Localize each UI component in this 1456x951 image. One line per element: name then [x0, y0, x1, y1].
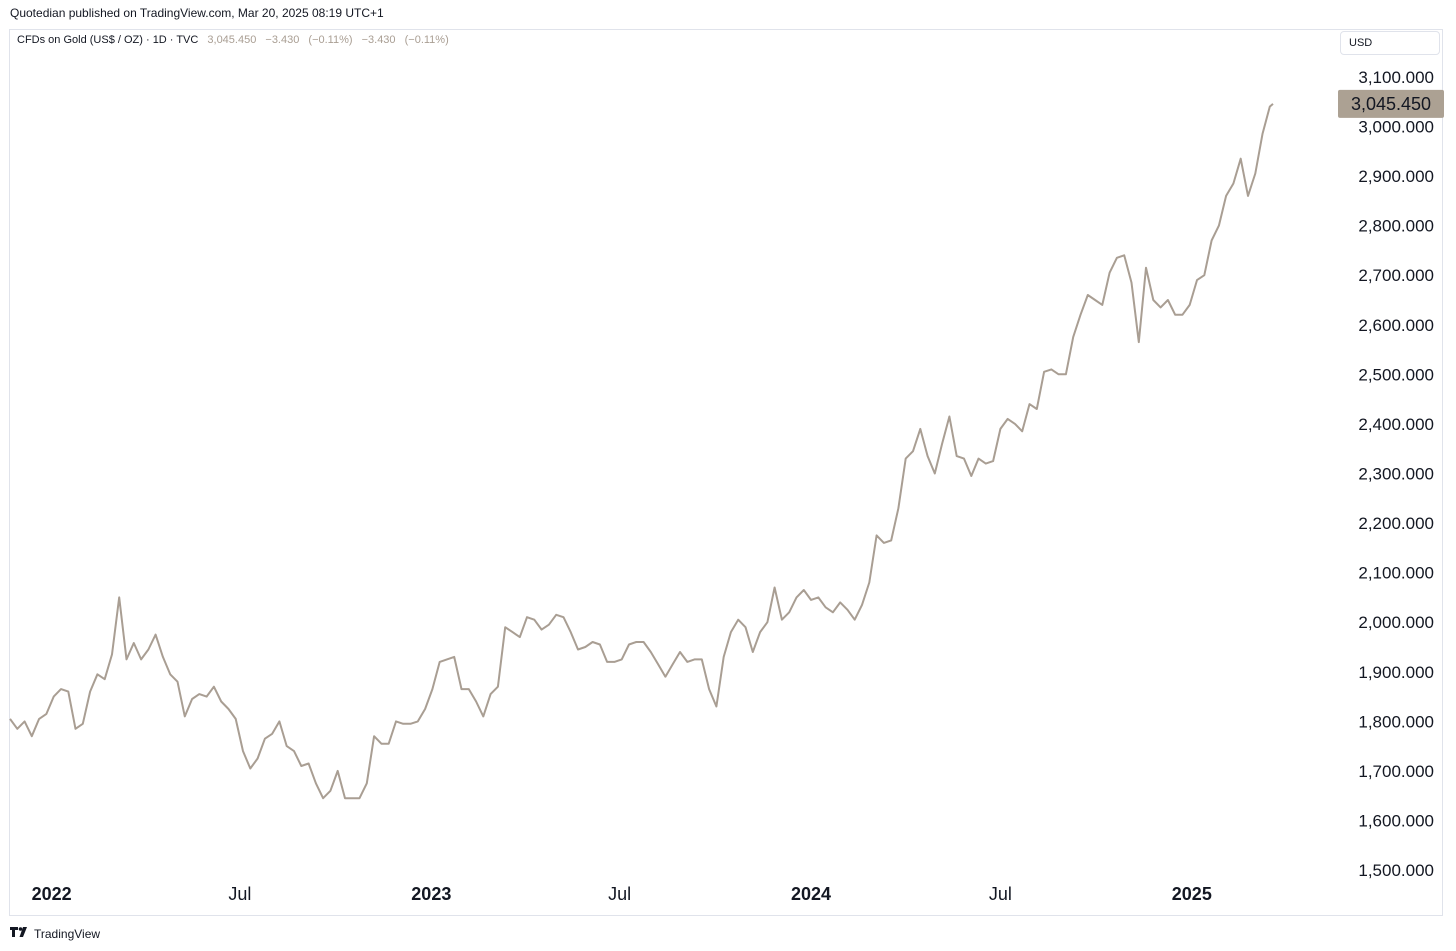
x-tick-label: Jul — [989, 884, 1012, 904]
y-tick-label: 2,000.000 — [1358, 613, 1434, 632]
x-tick-label: 2024 — [791, 884, 831, 904]
x-tick-label: 2022 — [32, 884, 72, 904]
price-series-line — [9, 103, 1274, 800]
symbol-legend: CFDs on Gold (US$ / OZ) · 1D · TVC 3,045… — [17, 34, 449, 46]
y-tick-label: 2,300.000 — [1358, 464, 1434, 483]
last-price-badge: 3,045.450 — [1338, 89, 1444, 118]
y-tick-label: 1,800.000 — [1358, 712, 1434, 731]
chart-frame — [9, 29, 1443, 916]
footer-brand: TradingView — [34, 926, 101, 941]
x-tick-label: Jul — [228, 884, 251, 904]
last-price: 3,045.450 — [207, 34, 257, 46]
price-change-secondary: −3.430 — [361, 34, 396, 46]
y-tick-label: 1,600.000 — [1358, 812, 1434, 831]
y-tick-label: 2,500.000 — [1358, 365, 1434, 384]
y-tick-label: 3,100.000 — [1358, 68, 1434, 87]
currency-selector[interactable]: USD — [1340, 31, 1440, 55]
y-tick-label: 2,400.000 — [1358, 415, 1434, 434]
footer-branding: TradingView — [10, 926, 100, 941]
y-tick-label: 2,700.000 — [1358, 266, 1434, 285]
x-axis: 2022 Jul 2023 Jul 2024 Jul 2025 — [32, 884, 1212, 904]
last-price-badge-bg — [1338, 89, 1444, 118]
price-change-secondary-pct: (−0.11%) — [404, 34, 449, 46]
y-tick-label: 2,200.000 — [1358, 514, 1434, 533]
x-tick-label: Jul — [608, 884, 631, 904]
y-tick-label: 2,100.000 — [1358, 564, 1434, 583]
y-axis: 1,500.000 1,600.000 1,700.000 1,800.000 1,90… — [1358, 68, 1434, 880]
price-change: −3.430 — [265, 34, 300, 46]
symbol-title: CFDs on Gold (US$ / OZ) · 1D · TVC — [17, 34, 199, 46]
y-tick-label: 1,700.000 — [1358, 762, 1434, 781]
last-price-badge-label: 3,045.450 — [1351, 94, 1431, 114]
y-tick-label: 2,600.000 — [1358, 316, 1434, 335]
y-tick-label: 1,900.000 — [1358, 663, 1434, 682]
y-tick-label: 1,500.000 — [1358, 861, 1434, 880]
y-tick-label: 2,800.000 — [1358, 217, 1434, 236]
price-change-pct: (−0.11%) — [308, 34, 353, 46]
publisher-caption: Quotedian published on TradingView.com, … — [10, 6, 384, 20]
x-tick-label: 2023 — [411, 884, 451, 904]
tradingview-logo-icon — [10, 926, 30, 941]
y-tick-label: 2,900.000 — [1358, 167, 1434, 186]
x-tick-label: 2025 — [1172, 884, 1212, 904]
y-tick-label: 3,000.000 — [1358, 117, 1434, 136]
